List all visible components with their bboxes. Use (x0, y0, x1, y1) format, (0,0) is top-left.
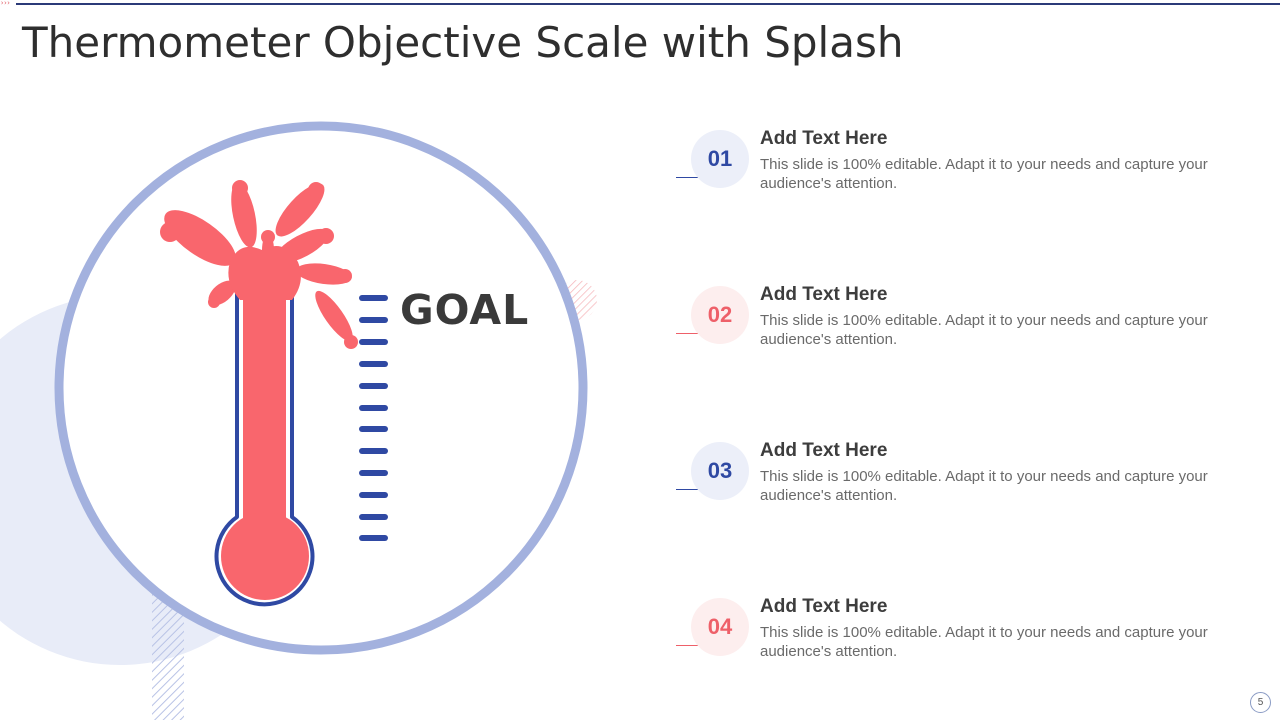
goal-label: GOAL (400, 286, 530, 334)
mercury-column (243, 270, 286, 540)
page-number: 5 (1250, 692, 1271, 713)
item-heading: Add Text Here (760, 596, 888, 617)
top-corner-decoration: ››› (0, 0, 11, 7)
scale-ticks (359, 295, 388, 541)
splash-shape (160, 180, 358, 349)
thermometer-outline (214, 290, 315, 607)
item-heading: Add Text Here (760, 440, 888, 461)
list-item-03: 03 Add Text Here This slide is 100% edit… (676, 440, 1246, 522)
number-badge: 04 (691, 598, 749, 656)
item-heading: Add Text Here (760, 284, 888, 305)
number-badge: 02 (691, 286, 749, 344)
item-body: This slide is 100% editable. Adapt it to… (760, 156, 1208, 192)
thermometer-illustration (0, 121, 597, 720)
item-body: This slide is 100% editable. Adapt it to… (760, 312, 1208, 348)
number-badge: 03 (691, 442, 749, 500)
slide-title: Thermometer Objective Scale with Splash (22, 18, 904, 67)
frame-ring (54, 121, 588, 655)
list-item-01: 01 Add Text Here This slide is 100% edit… (676, 128, 1246, 210)
item-body: This slide is 100% editable. Adapt it to… (760, 468, 1208, 504)
number-badge: 01 (691, 130, 749, 188)
mercury-bulb (221, 512, 309, 600)
item-body: This slide is 100% editable. Adapt it to… (760, 624, 1208, 660)
list-item-04: 04 Add Text Here This slide is 100% edit… (676, 596, 1246, 678)
list-item-02: 02 Add Text Here This slide is 100% edit… (676, 284, 1246, 366)
item-heading: Add Text Here (760, 128, 888, 149)
top-divider-line (16, 3, 1280, 5)
